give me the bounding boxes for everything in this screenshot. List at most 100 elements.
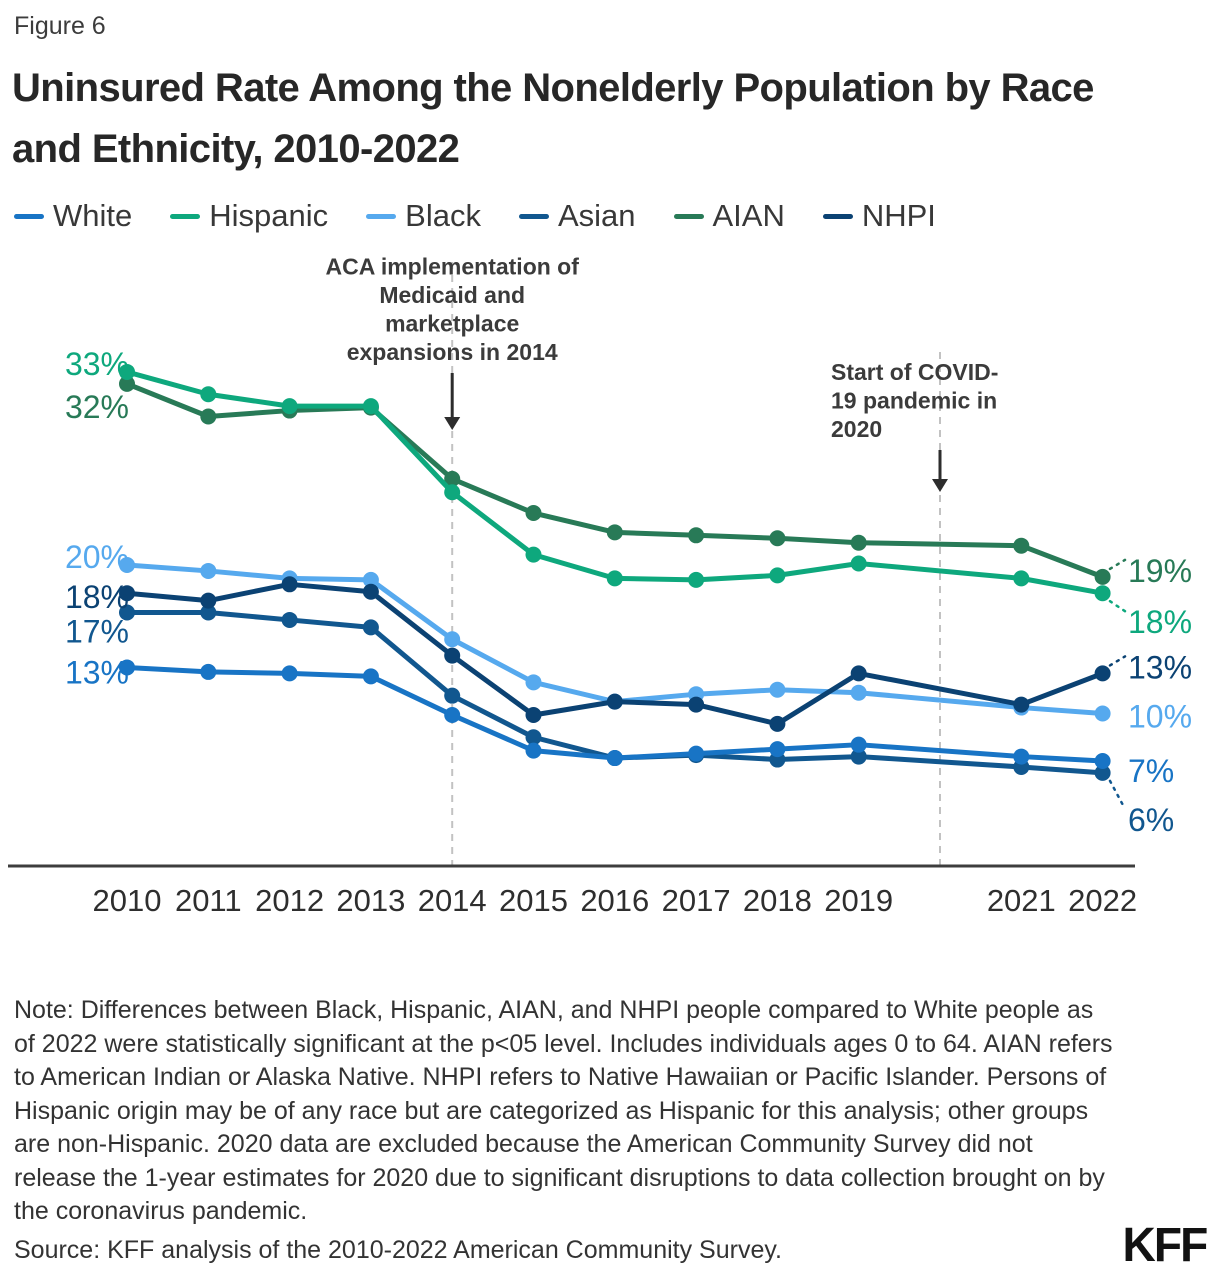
point-black-2022	[1094, 705, 1111, 722]
point-nhpi-2021	[1013, 696, 1030, 713]
legend-label-hispanic: Hispanic	[209, 198, 329, 233]
x-tick-2012: 2012	[255, 883, 324, 918]
x-tick-2021: 2021	[987, 883, 1056, 918]
legend-label-white: White	[53, 198, 133, 233]
point-hispanic-2016	[606, 570, 623, 587]
x-tick-2015: 2015	[499, 883, 568, 918]
legend-swatch-aian	[673, 213, 704, 219]
point-asian-2012	[281, 611, 298, 628]
end-label-aian: 19%	[1128, 553, 1192, 589]
series-black	[119, 557, 1111, 722]
point-nhpi-2018	[769, 715, 786, 732]
x-tick-2016: 2016	[580, 883, 649, 918]
point-nhpi-2010	[119, 585, 135, 602]
point-black-2018	[769, 681, 786, 698]
point-nhpi-2012	[281, 576, 298, 593]
series-line-white	[124, 664, 1106, 764]
annotation-text-2020: Start of COVID-	[831, 359, 998, 385]
point-white-2019	[850, 736, 867, 753]
series-asian	[119, 604, 1111, 781]
legend-item-asian: Asian	[518, 198, 636, 234]
point-hispanic-2013	[362, 398, 379, 415]
point-black-2015	[525, 674, 542, 691]
annotation-arrowhead-2014	[444, 417, 461, 430]
point-asian-2010	[119, 604, 135, 621]
start-label-black: 20%	[65, 539, 129, 575]
legend-swatch-nhpi	[822, 213, 853, 219]
end-label-asian: 6%	[1128, 802, 1174, 838]
x-tick-2013: 2013	[336, 883, 405, 918]
legend-item-aian: AIAN	[673, 198, 785, 234]
source-text: Source: KFF analysis of the 2010-2022 Am…	[14, 1236, 782, 1264]
series-white	[119, 659, 1111, 770]
figure-label: Figure 6	[14, 12, 106, 40]
point-aian-2015	[525, 505, 542, 522]
point-white-2010	[119, 659, 135, 676]
series-line-black	[124, 562, 1106, 716]
point-nhpi-2016	[606, 693, 623, 710]
point-aian-2019	[850, 534, 867, 551]
end-label-white: 7%	[1128, 753, 1174, 789]
end-label-black: 10%	[1128, 699, 1192, 735]
legend-item-black: Black	[366, 198, 481, 234]
point-white-2021	[1013, 748, 1030, 765]
point-asian-2022	[1094, 764, 1111, 781]
point-hispanic-2018	[769, 567, 786, 584]
point-black-2011	[200, 562, 217, 579]
x-tick-2018: 2018	[743, 883, 812, 918]
end-label-leader-asian	[1108, 779, 1127, 811]
point-black-2019	[850, 684, 867, 701]
x-tick-2019: 2019	[824, 883, 893, 918]
legend-label-nhpi: NHPI	[861, 198, 936, 233]
annotation-arrowhead-2020	[932, 479, 948, 492]
point-black-2013	[362, 571, 379, 588]
point-nhpi-2022	[1094, 665, 1111, 682]
end-label-leader-hispanic	[1108, 599, 1127, 613]
point-white-2018	[769, 741, 786, 758]
point-white-2014	[444, 706, 461, 723]
start-label-white: 13%	[65, 654, 129, 690]
point-hispanic-2011	[200, 386, 217, 403]
point-nhpi-2017	[688, 696, 705, 713]
legend-swatch-black	[366, 213, 397, 219]
point-hispanic-2021	[1013, 570, 1030, 587]
legend-swatch-hispanic	[170, 213, 201, 219]
line-chart: 2010 2011 2012 2013 2014 2015 2016 2017 2018 2019…	[8, 254, 1192, 918]
point-white-2017	[688, 745, 705, 762]
point-aian-2016	[606, 524, 623, 541]
start-label-hispanic: 33%	[65, 346, 129, 382]
annotation-text-2014: Medicaid and	[379, 282, 525, 308]
series-line-hispanic	[124, 369, 1106, 596]
point-nhpi-2019	[850, 665, 867, 682]
legend-swatch-white	[14, 213, 44, 219]
legend-label-black: Black	[405, 198, 481, 233]
point-white-2015	[525, 742, 542, 759]
annotation-text-2020: 2020	[831, 416, 882, 442]
legend-item-nhpi: NHPI	[822, 198, 936, 234]
end-label-leader-aian	[1108, 558, 1127, 571]
point-black-2010	[119, 557, 135, 573]
point-asian-2011	[200, 604, 217, 621]
x-tick-2014: 2014	[418, 883, 487, 918]
legend-item-hispanic: Hispanic	[170, 198, 328, 234]
point-aian-2011	[200, 408, 217, 425]
annotation-text-2014: ACA implementation of	[325, 254, 579, 280]
x-tick-2017: 2017	[662, 883, 731, 918]
legend: White Hispanic Black Asian AIAN NHPI	[14, 198, 936, 234]
point-hispanic-2022	[1094, 585, 1111, 602]
point-aian-2021	[1013, 537, 1030, 554]
point-hispanic-2015	[525, 546, 542, 563]
point-nhpi-2014	[444, 647, 461, 664]
point-hispanic-2014	[444, 484, 461, 501]
legend-label-aian: AIAN	[712, 198, 785, 233]
point-nhpi-2013	[362, 583, 379, 600]
point-aian-2010	[119, 375, 135, 392]
point-white-2011	[200, 663, 217, 680]
end-label-nhpi: 13%	[1128, 649, 1192, 685]
x-tick-2010: 2010	[93, 883, 162, 918]
point-white-2012	[281, 665, 298, 682]
end-label-leader-nhpi	[1108, 655, 1127, 667]
x-tick-2011: 2011	[175, 883, 242, 918]
annotation-text-2014: expansions in 2014	[347, 339, 558, 365]
x-tick-2022: 2022	[1068, 883, 1137, 918]
